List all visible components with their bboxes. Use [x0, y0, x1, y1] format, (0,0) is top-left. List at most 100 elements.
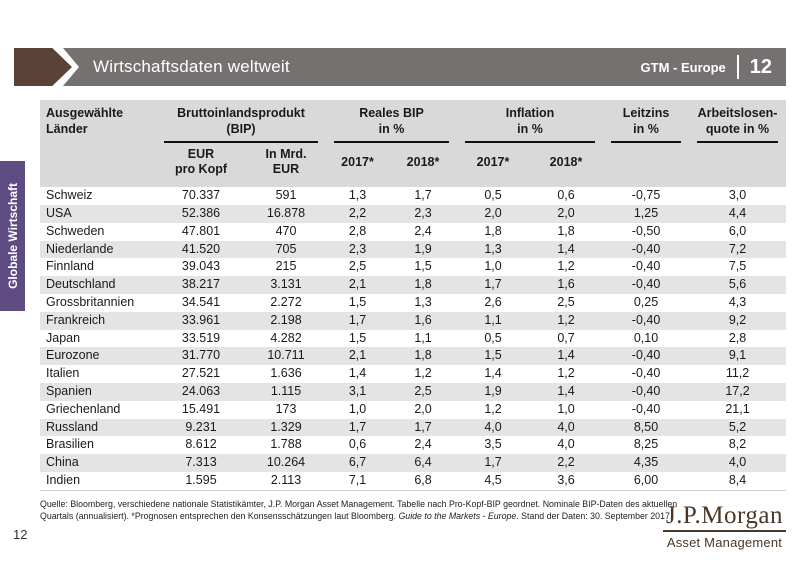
value-cell: 0,10: [633, 330, 659, 345]
value-cell: 1,4: [484, 366, 502, 381]
value-cell: 591: [275, 188, 297, 203]
value-cell: 705: [275, 241, 297, 256]
value-cell: 2,5: [414, 384, 432, 399]
table-row: Indien 1.595 2.113 7,1 6,8 4,5 3,6 6,00 8,4: [40, 472, 787, 491]
value-cell: 3.131: [270, 277, 302, 292]
value-cell: 0,7: [557, 330, 575, 345]
section-tab-globale-wirtschaft: Globale Wirtschaft: [0, 161, 25, 311]
table-row: USA 52.386 16.878 2,2 2,3 2,0 2,0 1,25 4,4: [40, 205, 787, 223]
economic-data-table: Ausgewählte Länder Bruttoinlandsprodukt …: [40, 100, 787, 491]
value-cell: 3,1: [348, 384, 367, 399]
value-cell: 1,4: [557, 241, 575, 256]
value-cell: 2,2: [557, 455, 575, 470]
col-header-real-gdp-2017: 2017*: [326, 143, 390, 188]
table-row: Eurozone 31.770 10.711 2,1 1,8 1,5 1,4 -0,40 9,1: [40, 347, 787, 366]
value-cell: -0,75: [631, 188, 661, 203]
country-cell: USA: [46, 206, 72, 221]
value-cell: 1,8: [484, 223, 502, 238]
value-cell: 33.519: [181, 330, 221, 345]
table-row: Griechenland 15.491 173 1,0 2,0 1,2 1,0 -0,40 21…: [40, 401, 786, 419]
value-cell: -0,40: [631, 348, 661, 363]
value-cell: 1,7: [414, 188, 432, 203]
country-cell: Indien: [40, 472, 156, 491]
country-cell: Japan: [46, 330, 81, 345]
section-tab-label: Globale Wirtschaft: [5, 183, 20, 289]
value-cell: 1,0: [557, 401, 575, 416]
value-cell: 1,8: [414, 277, 432, 292]
value-cell: 1,5: [414, 259, 432, 274]
col-header-real-gdp-2018: 2018*: [389, 143, 458, 188]
country-cell: Brasilien: [46, 437, 94, 452]
col-group-real-gdp: Reales BIP in %: [326, 100, 458, 144]
value-cell: 470: [275, 223, 297, 238]
value-cell: 0,5: [484, 188, 502, 203]
value-cell: 9,2: [728, 312, 747, 327]
value-cell: 2,3: [348, 241, 367, 256]
value-cell: 5,2: [728, 419, 747, 434]
table-row: Finnland 39.043 215 2,5 1,5 1,0 1,2 -0,40 7,5: [40, 258, 786, 276]
value-cell: 3,0: [728, 188, 747, 203]
value-cell: 1,3: [484, 241, 502, 256]
value-cell: 1,7: [414, 419, 432, 434]
value-cell: 39.043: [181, 259, 221, 274]
value-cell: 1,2: [557, 312, 575, 327]
value-cell: 6,8: [389, 472, 458, 491]
value-cell: -0,50: [631, 223, 661, 238]
value-cell: 8,50: [633, 419, 659, 434]
value-cell: 2,6: [484, 295, 502, 310]
banner-right: GTM - Europe 12: [641, 55, 786, 79]
jpmorgan-logo: J.P.Morgan Asset Management: [662, 502, 786, 550]
value-cell: 2,0: [414, 401, 432, 416]
value-cell: 4.282: [270, 330, 302, 345]
value-cell: 1,7: [348, 312, 367, 327]
table-row: Italien 27.521 1.636 1,4 1,2 1,4 1,2 -0,40 11,2: [40, 365, 786, 383]
value-cell: 4,3: [728, 295, 747, 310]
value-cell: 11,2: [725, 366, 750, 381]
value-cell: 31.770: [181, 348, 221, 363]
table-row: Frankreich 33.961 2.198 1,7 1,6 1,1 1,2 -0,40 9,…: [40, 311, 787, 330]
country-cell: Griechenland: [46, 401, 121, 416]
separator-line: [736, 55, 739, 79]
value-cell: -0,40: [631, 401, 661, 416]
value-cell: 6,4: [414, 455, 432, 470]
table-row: Schweden 47.801 470 2,8 2,4 1,8 1,8 -0,50 6,0: [40, 223, 786, 241]
value-cell: 4,5: [457, 472, 530, 491]
value-cell: 41.520: [181, 241, 221, 256]
col-header-gdp-total: In Mrd. EUR: [246, 143, 327, 188]
value-cell: 4,0: [557, 437, 575, 452]
source-line-1: Quelle: Bloomberg, verschiedene national…: [40, 499, 678, 509]
value-cell: 1,6: [414, 312, 432, 327]
value-cell: 4,35: [633, 455, 659, 470]
value-cell: 7.313: [185, 455, 217, 470]
value-cell: 24.063: [181, 384, 221, 399]
value-cell: 33.961: [181, 312, 221, 327]
value-cell: 27.521: [181, 366, 221, 381]
value-cell: 1,2: [484, 401, 502, 416]
value-cell: 2,5: [348, 259, 367, 274]
value-cell: 8,25: [633, 437, 659, 452]
table-row: Grossbritannien 34.541 2.272 1,5 1,3 2,6 2,5 0,…: [40, 294, 786, 312]
value-cell: 70.337: [181, 188, 221, 203]
table-row: Spanien 24.063 1.115 3,1 2,5 1,9 1,4 -0,40 17,2: [40, 383, 787, 401]
country-cell: Spanien: [46, 384, 92, 399]
value-cell: 1.636: [270, 366, 302, 381]
value-cell: 1,4: [557, 348, 575, 363]
value-cell: -0,40: [631, 277, 661, 292]
country-cell: Eurozone: [46, 348, 100, 363]
value-cell: 1,8: [557, 223, 575, 238]
logo-wordmark: J.P.Morgan: [662, 502, 786, 533]
value-cell: 9.231: [185, 419, 217, 434]
col-header-country: Ausgewählte Länder: [40, 100, 156, 188]
value-cell: 9,1: [728, 348, 747, 363]
value-cell: 2,4: [414, 223, 432, 238]
value-cell: 3,5: [484, 437, 502, 452]
value-cell: 6,00: [603, 472, 690, 491]
value-cell: 1,6: [557, 277, 575, 292]
value-cell: 16.878: [266, 206, 306, 221]
value-cell: 2,5: [557, 295, 575, 310]
source-note: Quelle: Bloomberg, verschiedene national…: [40, 499, 677, 523]
value-cell: 2,3: [414, 206, 432, 221]
value-cell: 17,2: [725, 384, 750, 399]
source-line-2: Quartals (annualisiert). *Prognosen ents…: [40, 510, 673, 521]
value-cell: 0,5: [484, 330, 502, 345]
